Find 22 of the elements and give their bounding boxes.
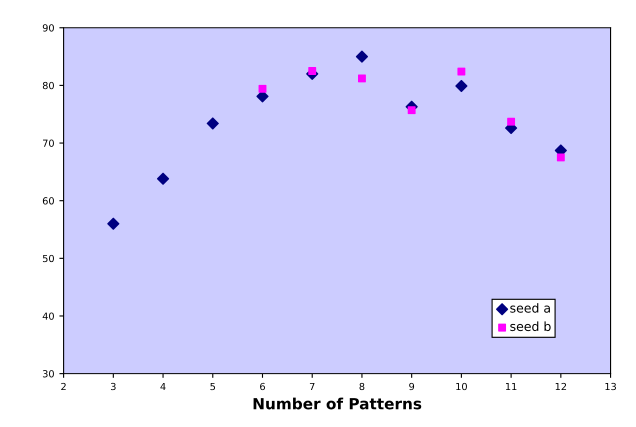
y-tick-label: 50 xyxy=(42,254,54,262)
y-tick-label: 90 xyxy=(42,24,54,32)
legend-label: seed b xyxy=(510,321,551,332)
x-tick-label: 12 xyxy=(556,382,566,390)
y-tick-label: 80 xyxy=(42,82,54,90)
x-tick-label: 3 xyxy=(110,382,116,390)
x-tick-label: 5 xyxy=(210,382,216,390)
x-tick-label: 11 xyxy=(506,382,516,390)
x-tick-label: 9 xyxy=(409,382,414,390)
y-tick-label: 60 xyxy=(42,197,54,205)
x-tick-label: 2 xyxy=(61,382,66,390)
y-tick-label: 30 xyxy=(42,370,54,378)
x-tick-label: 7 xyxy=(310,382,314,390)
x-axis-title: Number of Patterns xyxy=(254,398,422,410)
legend-label: seed a xyxy=(510,303,550,313)
x-tick-label: 6 xyxy=(260,382,265,390)
y-tick-label: 40 xyxy=(42,312,54,320)
x-tick-label: 13 xyxy=(605,382,616,390)
x-tick-label: 10 xyxy=(456,382,467,390)
x-tick-label: 4 xyxy=(160,382,166,390)
y-tick-label: 70 xyxy=(43,140,54,147)
x-tick-label: 8 xyxy=(360,382,364,390)
